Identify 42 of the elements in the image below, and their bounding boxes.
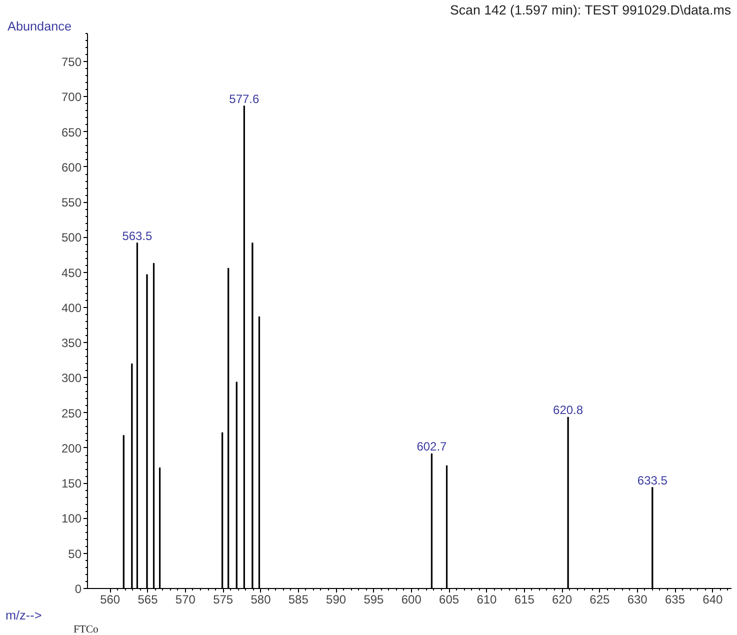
x-tick-label: 620 (552, 592, 572, 606)
x-tick-label: 570 (175, 592, 196, 606)
y-tick-label: 500 (61, 230, 82, 245)
x-tick-label: 625 (590, 592, 610, 606)
y-tick-label: 600 (61, 160, 82, 174)
annotation: 563.5 (122, 228, 153, 243)
y-tick-label: 300 (61, 371, 82, 386)
x-tick-label: 615 (514, 592, 535, 606)
y-tick-label: 650 (61, 125, 82, 140)
y-tick-label: 50 (68, 546, 82, 561)
y-tick-label: 450 (61, 266, 82, 280)
annotation: 620.8 (553, 403, 584, 418)
x-axis-title: m/z--> (6, 608, 42, 622)
y-tick-label: 200 (61, 441, 82, 456)
x-tick-label: 595 (364, 592, 384, 606)
y-tick-label: 700 (61, 90, 82, 104)
y-tick-label: 750 (61, 55, 82, 70)
y-axis-title: Abundance (8, 20, 72, 34)
annotation: 602.7 (416, 440, 448, 454)
y-tick-label: 250 (61, 406, 82, 420)
x-tick-label: 580 (250, 592, 272, 606)
x-tick-label: 610 (476, 592, 498, 606)
y-tick-label: 350 (61, 336, 82, 350)
y-tick-label: 100 (61, 512, 82, 526)
annotation: 577.6 (229, 92, 260, 106)
x-tick-label: 565 (138, 592, 158, 606)
x-tick-label: 585 (288, 592, 309, 606)
y-tick-label: 550 (61, 196, 82, 210)
x-tick-label: 640 (702, 592, 724, 606)
annotation: 633.5 (637, 473, 668, 488)
x-tick-label: 575 (213, 592, 234, 606)
y-tick-label: 150 (61, 476, 82, 491)
text: FTCo (74, 624, 98, 635)
y-tick-label: 400 (61, 300, 82, 315)
x-tick-label: 600 (401, 592, 422, 606)
x-tick-label: 590 (326, 592, 346, 606)
y-tick-label: 0 (74, 582, 82, 596)
x-tick-label: 560 (100, 592, 120, 606)
x-tick-label: 635 (665, 592, 686, 606)
chart-title: Scan 142 (1.597 min): TEST 991029.D\data.ms (450, 2, 732, 18)
x-tick-label: 630 (627, 592, 648, 606)
x-tick-label: 605 (439, 592, 460, 606)
